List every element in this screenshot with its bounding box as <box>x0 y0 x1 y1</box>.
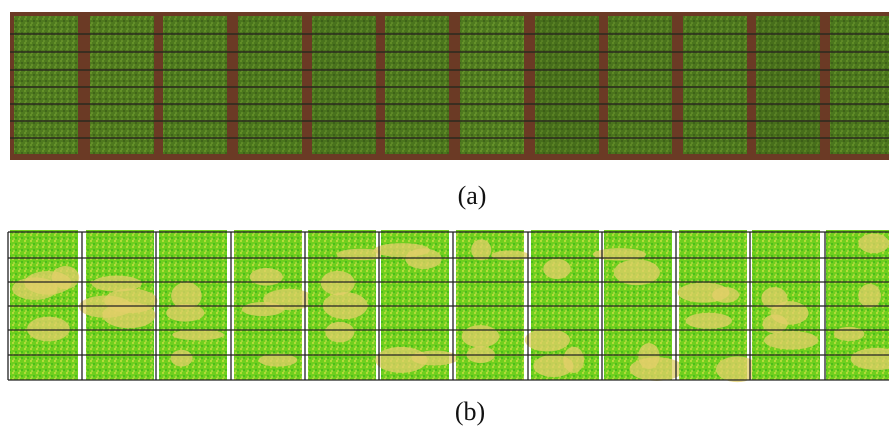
low-index-patch <box>764 331 818 350</box>
low-index-patch <box>92 276 142 292</box>
low-index-patch <box>27 317 70 342</box>
low-index-patch <box>834 327 864 341</box>
low-index-patch <box>325 322 354 343</box>
panel-label: (a) <box>458 181 487 210</box>
low-index-patch <box>491 250 529 260</box>
low-index-patch <box>712 287 739 303</box>
figure: (a) (b) <box>0 0 889 436</box>
low-index-patch <box>858 234 889 254</box>
low-index-patch <box>543 259 571 279</box>
low-index-patch <box>770 301 808 325</box>
plot-shade <box>608 16 672 154</box>
field-plots-index <box>8 230 889 382</box>
plot-shade <box>163 16 227 154</box>
plot-shade <box>312 16 376 154</box>
low-index-patch <box>321 271 355 295</box>
low-index-patch <box>263 289 314 310</box>
low-index-patch <box>462 325 500 347</box>
low-index-patch <box>533 355 573 377</box>
low-index-patch <box>858 284 881 308</box>
plot-shade <box>683 16 747 154</box>
plot-shade <box>238 16 302 154</box>
low-index-patch <box>12 277 57 300</box>
low-index-patch <box>686 313 732 329</box>
plot-shade <box>830 16 889 154</box>
low-index-patch <box>525 329 570 352</box>
low-index-patch <box>471 239 491 260</box>
plot-shade <box>385 16 449 154</box>
low-index-patch <box>250 268 283 286</box>
page: (a) (b) (() => { const data = JSON.parse… <box>0 0 889 436</box>
low-index-patch <box>405 248 441 269</box>
low-index-patch <box>166 304 204 322</box>
panel-label: (b) <box>455 397 485 426</box>
plot-shade <box>535 16 599 154</box>
plot-shade <box>756 16 820 154</box>
plot-shade <box>90 16 154 154</box>
low-index-patch <box>172 329 224 340</box>
low-index-patch <box>171 350 193 367</box>
low-index-patch <box>411 351 458 366</box>
low-index-patch <box>614 259 660 285</box>
plot <box>10 230 78 380</box>
low-index-patch <box>593 248 646 260</box>
